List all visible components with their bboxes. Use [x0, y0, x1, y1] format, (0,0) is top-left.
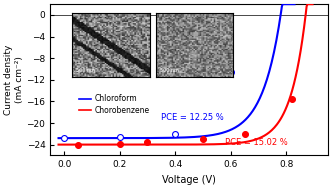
X-axis label: Voltage (V): Voltage (V)	[162, 175, 216, 185]
Point	[145, 140, 150, 143]
Point	[117, 135, 122, 138]
Y-axis label: Current density
(mA cm⁻²): Current density (mA cm⁻²)	[4, 45, 24, 115]
Point	[61, 137, 67, 140]
Point	[228, 70, 233, 73]
Point	[289, 97, 294, 100]
Text: PCE = 15.02 %: PCE = 15.02 %	[225, 138, 288, 147]
Legend: Chloroform, Chorobenzene: Chloroform, Chorobenzene	[76, 91, 153, 118]
Point	[117, 143, 122, 146]
Point	[242, 132, 247, 135]
Text: PCE = 12.25 %: PCE = 12.25 %	[161, 113, 224, 122]
Point	[200, 138, 206, 141]
Point	[75, 143, 81, 146]
Point	[173, 132, 178, 135]
